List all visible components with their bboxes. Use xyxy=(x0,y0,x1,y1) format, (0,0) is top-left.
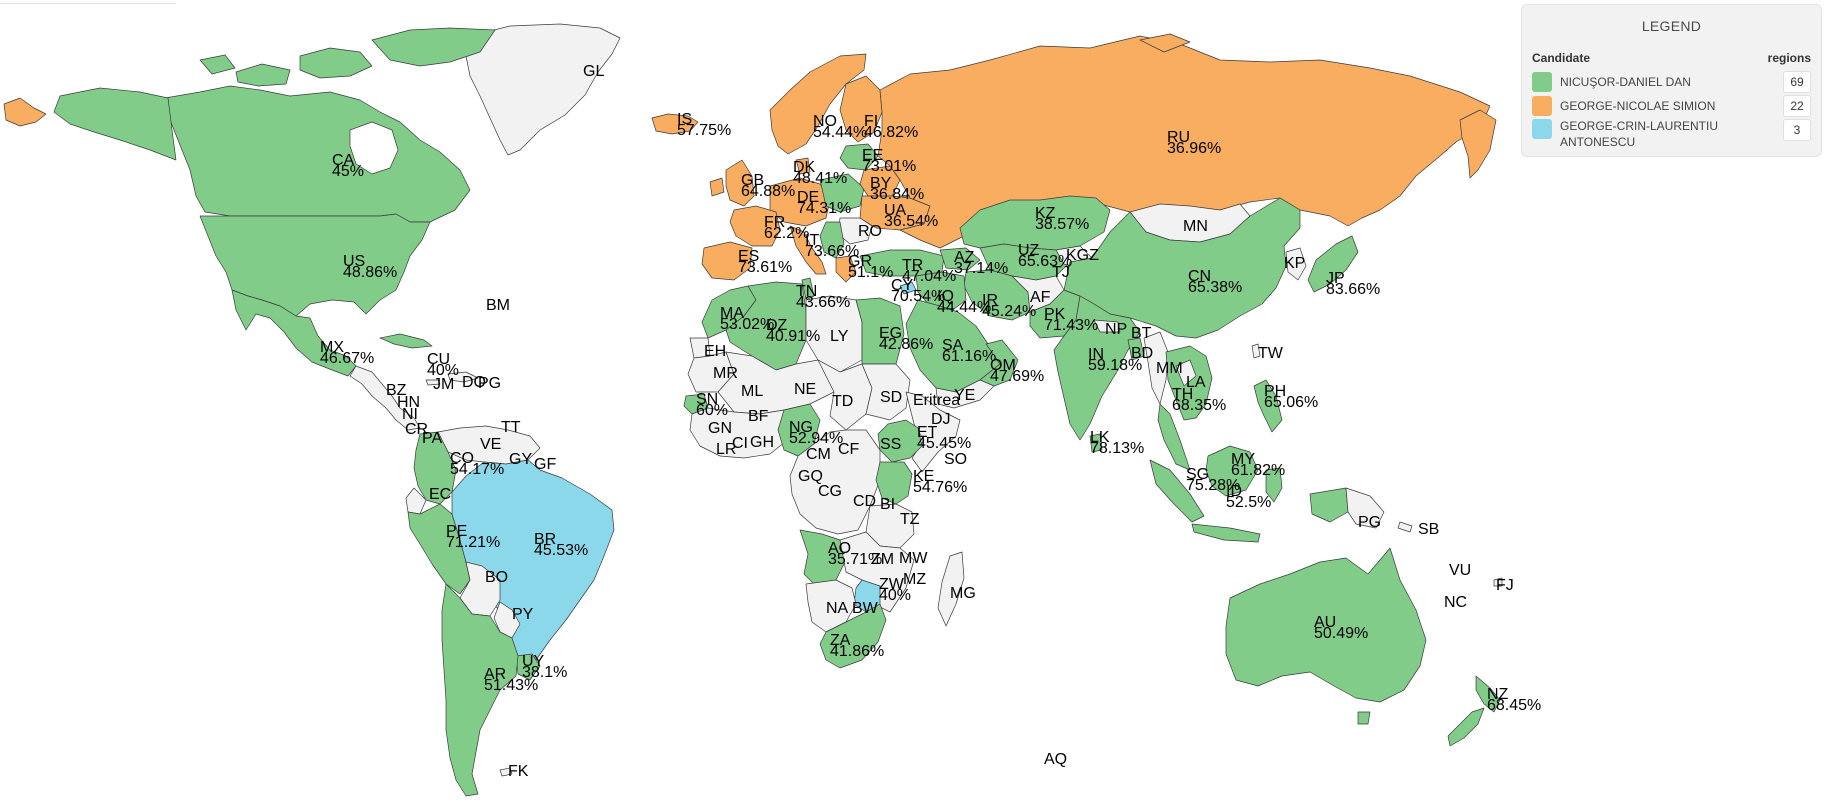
region-russia-arctic-island[interactable] xyxy=(1139,33,1191,53)
region-solomon-islands[interactable] xyxy=(1397,521,1413,533)
region-canada-arctic-3[interactable] xyxy=(235,63,291,87)
region-caucasus[interactable] xyxy=(939,247,981,271)
region-spain[interactable] xyxy=(701,241,753,281)
region-borneo[interactable] xyxy=(1205,445,1259,497)
region-png[interactable] xyxy=(1345,487,1385,529)
region-kenya[interactable] xyxy=(875,461,913,505)
region-yemen[interactable] xyxy=(935,379,995,409)
region-japan[interactable] xyxy=(1307,235,1359,293)
region-tasmania[interactable] xyxy=(1357,711,1371,725)
region-korea[interactable] xyxy=(1285,247,1307,281)
region-chile-argentina[interactable] xyxy=(441,583,519,797)
region-taiwan[interactable] xyxy=(1251,343,1261,359)
legend-entry[interactable]: NICUŞOR-DANIEL DAN 69 xyxy=(1532,71,1811,93)
region-egypt[interactable] xyxy=(855,297,905,365)
region-sudan[interactable] xyxy=(861,363,911,421)
region-canada-arctic-2[interactable] xyxy=(371,27,496,67)
region-greenland-west[interactable] xyxy=(3,97,47,127)
region-iran[interactable] xyxy=(963,269,1031,321)
region-canada-arctic-4[interactable] xyxy=(199,54,236,75)
region-uruguay[interactable] xyxy=(515,653,541,681)
region-hudson-bay[interactable] xyxy=(349,121,399,175)
region-canada-arctic-1[interactable] xyxy=(299,47,373,79)
region-philippines[interactable] xyxy=(1253,379,1283,433)
legend-candidate-name: NICUŞOR-DANIEL DAN xyxy=(1560,75,1691,89)
region-central-america[interactable] xyxy=(349,365,421,431)
region-falklands[interactable] xyxy=(499,767,513,777)
legend-regions-header: regions xyxy=(1767,51,1811,65)
region-finland[interactable] xyxy=(839,75,883,143)
legend-candidate-header: Candidate xyxy=(1532,51,1591,65)
region-greenland[interactable] xyxy=(465,23,621,156)
region-turkey[interactable] xyxy=(859,249,945,277)
legend-swatch xyxy=(1532,96,1552,116)
region-italy[interactable] xyxy=(789,225,827,275)
region-iraq-syria[interactable] xyxy=(915,271,967,313)
region-kamchatka[interactable] xyxy=(1459,109,1497,179)
region-ethiopia[interactable] xyxy=(877,419,923,463)
region-laos[interactable] xyxy=(1175,359,1197,387)
legend-region-count: 22 xyxy=(1783,95,1811,117)
region-cyprus[interactable] xyxy=(899,281,917,295)
region-indochina[interactable] xyxy=(1165,345,1213,421)
region-canada[interactable] xyxy=(164,85,471,223)
region-malay-peninsula[interactable] xyxy=(1157,403,1191,471)
region-south-africa[interactable] xyxy=(819,603,887,669)
region-mexico[interactable] xyxy=(231,289,357,377)
region-bangladesh[interactable] xyxy=(1127,337,1145,361)
region-java[interactable] xyxy=(1191,523,1261,543)
region-myanmar[interactable] xyxy=(1143,331,1169,405)
region-greece[interactable] xyxy=(835,255,857,283)
region-uk[interactable] xyxy=(725,159,755,207)
legend-region-count: 3 xyxy=(1783,119,1811,141)
region-fiji[interactable] xyxy=(1493,577,1503,587)
region-sulawesi[interactable] xyxy=(1265,467,1283,503)
region-nz-north[interactable] xyxy=(1475,675,1501,713)
region-zambia-mozambique[interactable] xyxy=(839,531,915,613)
region-denmark[interactable] xyxy=(795,157,811,175)
region-nz-south[interactable] xyxy=(1447,707,1485,747)
region-poland-czech[interactable] xyxy=(819,173,865,213)
legend-title: LEGEND xyxy=(1641,18,1702,34)
region-mali-niger[interactable] xyxy=(717,351,841,415)
region-ireland[interactable] xyxy=(709,177,725,197)
legend-candidate-name: GEORGE-NICOLAE SIMION xyxy=(1560,99,1716,113)
region-iceland[interactable] xyxy=(651,113,699,135)
region-sumatra[interactable] xyxy=(1149,459,1205,523)
region-cuba[interactable] xyxy=(379,333,433,349)
region-baltics[interactable] xyxy=(839,143,879,171)
legend-panel: LEGEND Candidate regions NICUŞOR-DANIEL … xyxy=(1521,4,1822,157)
region-jamaica[interactable] xyxy=(425,379,441,386)
region-sri-lanka[interactable] xyxy=(1089,433,1103,453)
legend-swatch xyxy=(1532,119,1552,139)
region-new-guinea-west[interactable] xyxy=(1309,487,1349,523)
legend-candidate-name: GEORGE-CRIN-LAURENTIU ANTONESCU xyxy=(1560,119,1719,149)
region-nepal[interactable] xyxy=(1093,319,1121,333)
region-balkans[interactable] xyxy=(819,221,845,259)
legend-region-count: 69 xyxy=(1783,71,1811,93)
region-australia[interactable] xyxy=(1225,547,1427,703)
legend-entry[interactable]: GEORGE-NICOLAE SIMION 22 xyxy=(1532,95,1811,117)
legend-swatch xyxy=(1532,72,1552,92)
legend-entry[interactable]: GEORGE-CRIN-LAURENTIU ANTONESCU 3 xyxy=(1532,119,1811,151)
region-tunisia[interactable] xyxy=(801,277,815,301)
top-divider xyxy=(0,0,176,4)
region-norway-sweden[interactable] xyxy=(769,53,867,155)
region-oman[interactable] xyxy=(979,339,1019,387)
region-venezuela-guianas[interactable] xyxy=(437,425,541,465)
region-alaska[interactable] xyxy=(53,87,177,161)
region-horn[interactable] xyxy=(905,391,961,473)
region-madagascar[interactable] xyxy=(937,551,965,627)
region-hispaniola[interactable] xyxy=(447,371,479,383)
region-west-africa-coast[interactable] xyxy=(689,407,791,459)
region-france[interactable] xyxy=(729,205,781,247)
region-angola[interactable] xyxy=(799,529,847,585)
region-western-sahara[interactable] xyxy=(689,337,711,359)
